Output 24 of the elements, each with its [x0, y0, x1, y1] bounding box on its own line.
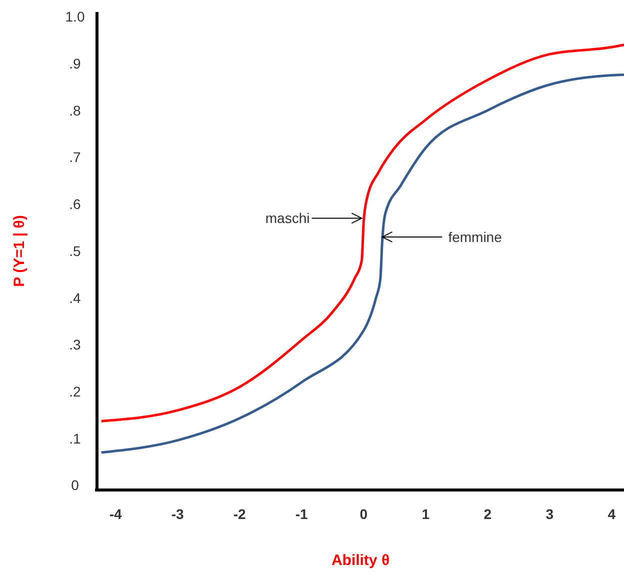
y-tick-label: 0 — [71, 477, 80, 494]
y-tick-label: 1.0 — [65, 8, 85, 25]
x-tick-label: -1 — [295, 506, 308, 522]
x-tick-label: -2 — [233, 506, 246, 522]
y-tick-label: .5 — [69, 242, 82, 259]
x-axis-title: Ability θ — [331, 552, 390, 569]
y-tick-label: .4 — [69, 290, 82, 306]
y-tick-label: .3 — [69, 336, 82, 353]
x-tick-label: 3 — [546, 506, 554, 522]
y-tick-label: .9 — [69, 55, 82, 72]
x-tick-label: 2 — [484, 506, 492, 522]
y-axis-title: P (Y=1 | θ) — [11, 215, 28, 287]
y-tick-label: .8 — [69, 102, 82, 118]
x-tick-label: 1 — [422, 506, 430, 522]
y-tick-label: .7 — [69, 149, 82, 166]
annotation: femmine — [448, 228, 502, 245]
x-tick-label: -4 — [109, 506, 122, 522]
y-tick-label: .2 — [69, 383, 82, 400]
annotation: maschi — [265, 210, 310, 226]
x-tick-label: 4 — [608, 506, 616, 522]
x-tick-label: -3 — [171, 506, 184, 522]
y-tick-label: .1 — [69, 430, 82, 446]
x-tick-label: 0 — [360, 506, 368, 522]
y-tick-label: .6 — [69, 196, 82, 212]
